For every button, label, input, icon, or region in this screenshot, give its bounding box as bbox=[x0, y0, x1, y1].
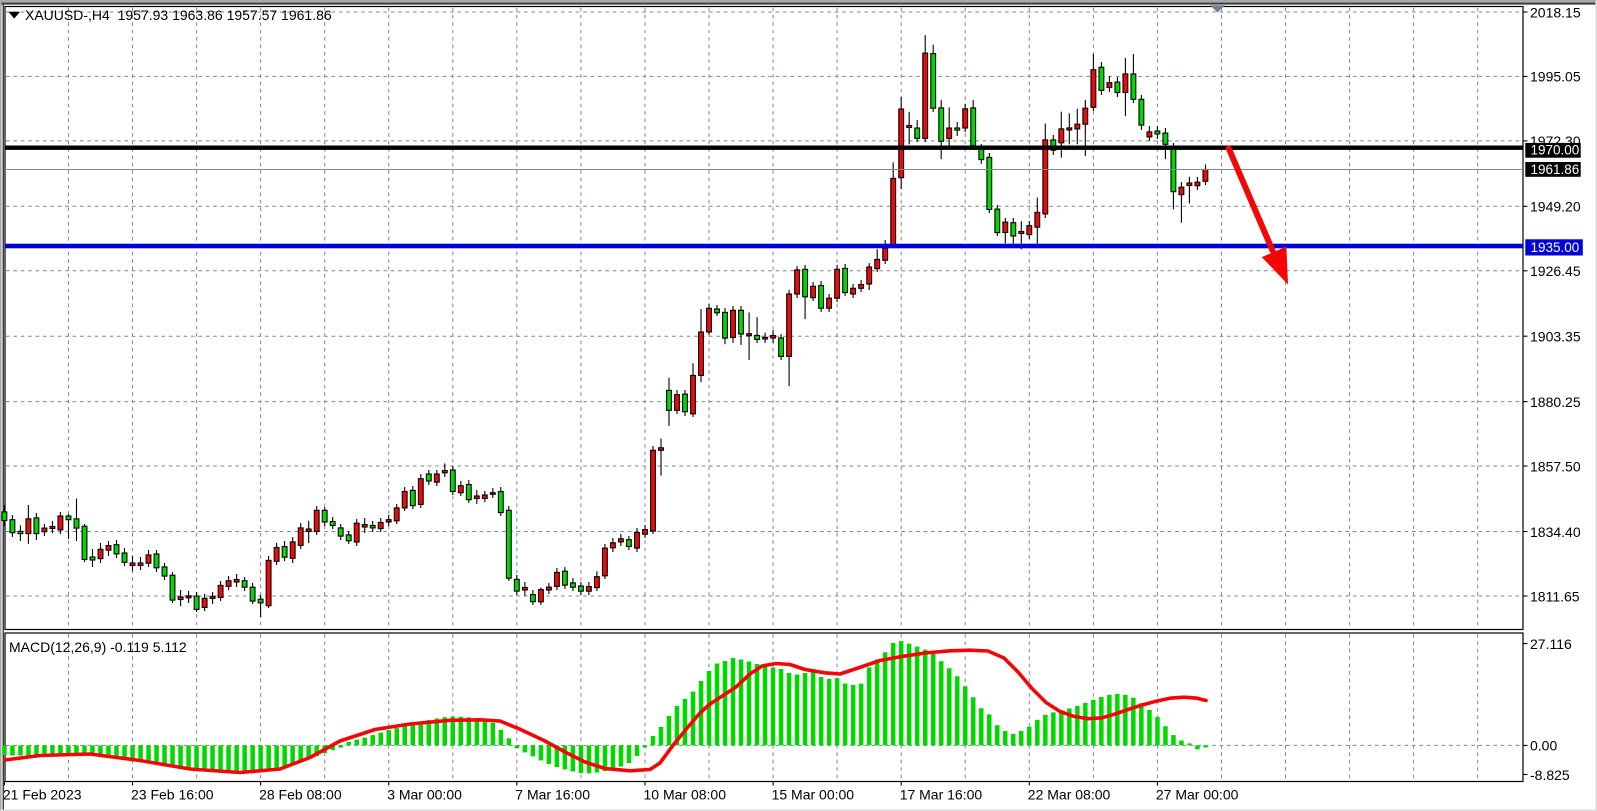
svg-text:1811.65: 1811.65 bbox=[1530, 588, 1580, 604]
svg-text:1970.00: 1970.00 bbox=[1531, 143, 1580, 158]
svg-text:15 Mar 00:00: 15 Mar 00:00 bbox=[772, 787, 855, 803]
svg-text:MACD(12,26,9) -0.119 5.112: MACD(12,26,9) -0.119 5.112 bbox=[9, 639, 187, 655]
svg-text:1935.00: 1935.00 bbox=[1531, 240, 1580, 255]
svg-text:-8.825: -8.825 bbox=[1530, 767, 1570, 783]
svg-text:1903.35: 1903.35 bbox=[1530, 329, 1581, 345]
svg-text:7 Mar 16:00: 7 Mar 16:00 bbox=[515, 787, 590, 803]
svg-text:1880.25: 1880.25 bbox=[1530, 394, 1581, 410]
svg-text:1926.45: 1926.45 bbox=[1530, 263, 1581, 279]
svg-text:27 Mar 00:00: 27 Mar 00:00 bbox=[1156, 787, 1239, 803]
svg-text:17 Mar 16:00: 17 Mar 16:00 bbox=[900, 787, 983, 803]
svg-text:10 Mar 08:00: 10 Mar 08:00 bbox=[644, 787, 727, 803]
svg-text:0.00: 0.00 bbox=[1530, 738, 1557, 754]
svg-text:22 Mar 08:00: 22 Mar 08:00 bbox=[1028, 787, 1111, 803]
svg-text:27.116: 27.116 bbox=[1530, 636, 1572, 652]
svg-text:1961.86: 1961.86 bbox=[1531, 162, 1580, 177]
svg-text:1995.05: 1995.05 bbox=[1530, 69, 1581, 85]
svg-text:3 Mar 00:00: 3 Mar 00:00 bbox=[387, 787, 462, 803]
svg-text:2018.15: 2018.15 bbox=[1530, 4, 1581, 20]
svg-text:1857.50: 1857.50 bbox=[1530, 458, 1581, 474]
svg-text:28 Feb 08:00: 28 Feb 08:00 bbox=[259, 787, 342, 803]
svg-text:1949.20: 1949.20 bbox=[1530, 199, 1581, 215]
svg-text:21 Feb 2023: 21 Feb 2023 bbox=[3, 787, 82, 803]
svg-text:23 Feb 16:00: 23 Feb 16:00 bbox=[131, 787, 214, 803]
svg-text:XAUUSD-,H4 1957.93 1963.86 19: XAUUSD-,H4 1957.93 1963.86 1957.57 1961.… bbox=[25, 7, 332, 23]
svg-text:1834.40: 1834.40 bbox=[1530, 524, 1581, 540]
